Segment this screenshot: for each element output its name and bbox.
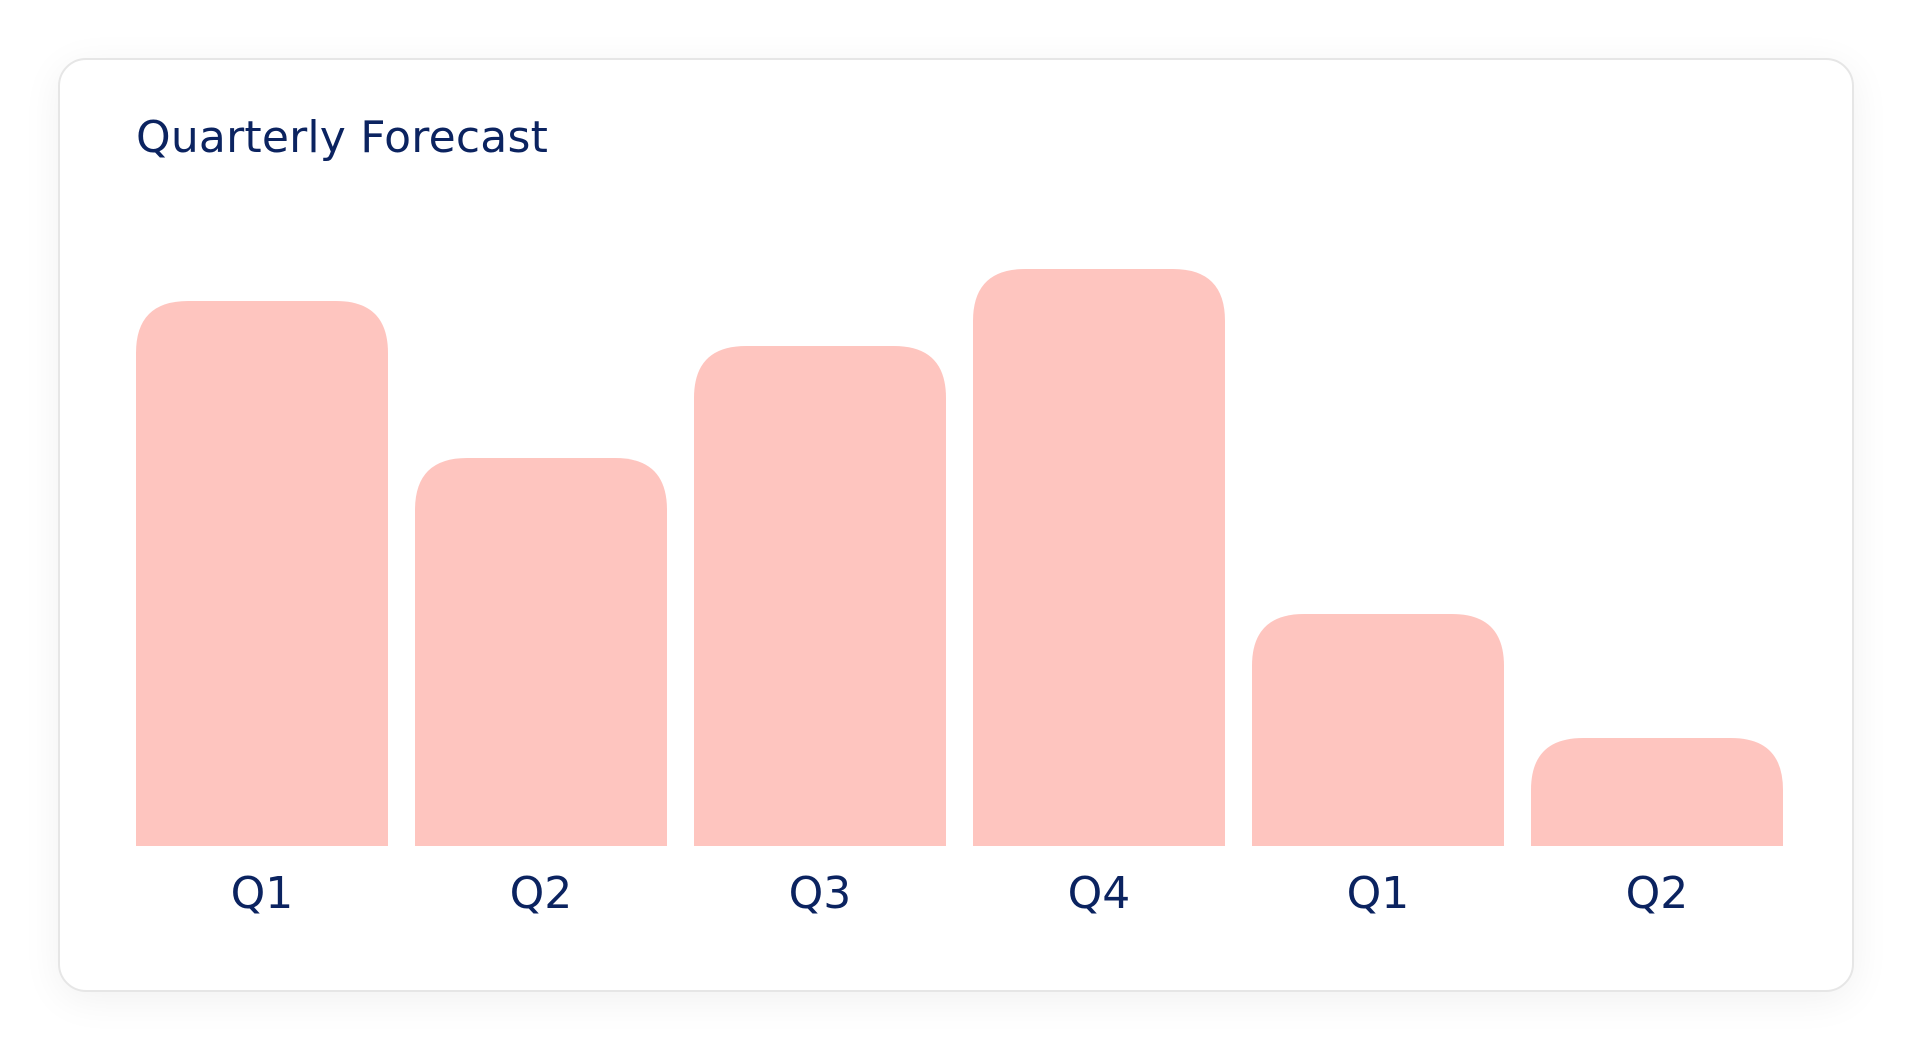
x-axis-labels: Q1 Q2 Q3 Q4 Q1 Q2 <box>231 868 1689 919</box>
bar-4 <box>973 269 1225 846</box>
bar-3 <box>694 346 946 846</box>
chart-title: Quarterly Forecast <box>136 112 549 163</box>
x-tick-label-3: Q3 <box>789 868 852 919</box>
bar-1 <box>136 301 388 846</box>
chart-card: Quarterly Forecast Q1 Q2 Q3 Q4 Q1 Q2 <box>58 58 1854 992</box>
x-tick-label-5: Q1 <box>1347 868 1410 919</box>
x-tick-label-4: Q4 <box>1068 868 1131 919</box>
x-tick-label-2: Q2 <box>510 868 573 919</box>
bar-chart: Q1 Q2 Q3 Q4 Q1 Q2 <box>136 269 1783 919</box>
bar-5 <box>1252 614 1504 846</box>
x-tick-label-6: Q2 <box>1626 868 1689 919</box>
x-tick-label-1: Q1 <box>231 868 294 919</box>
bars-group <box>136 269 1783 846</box>
bar-2 <box>415 458 667 846</box>
bar-6 <box>1531 738 1783 846</box>
